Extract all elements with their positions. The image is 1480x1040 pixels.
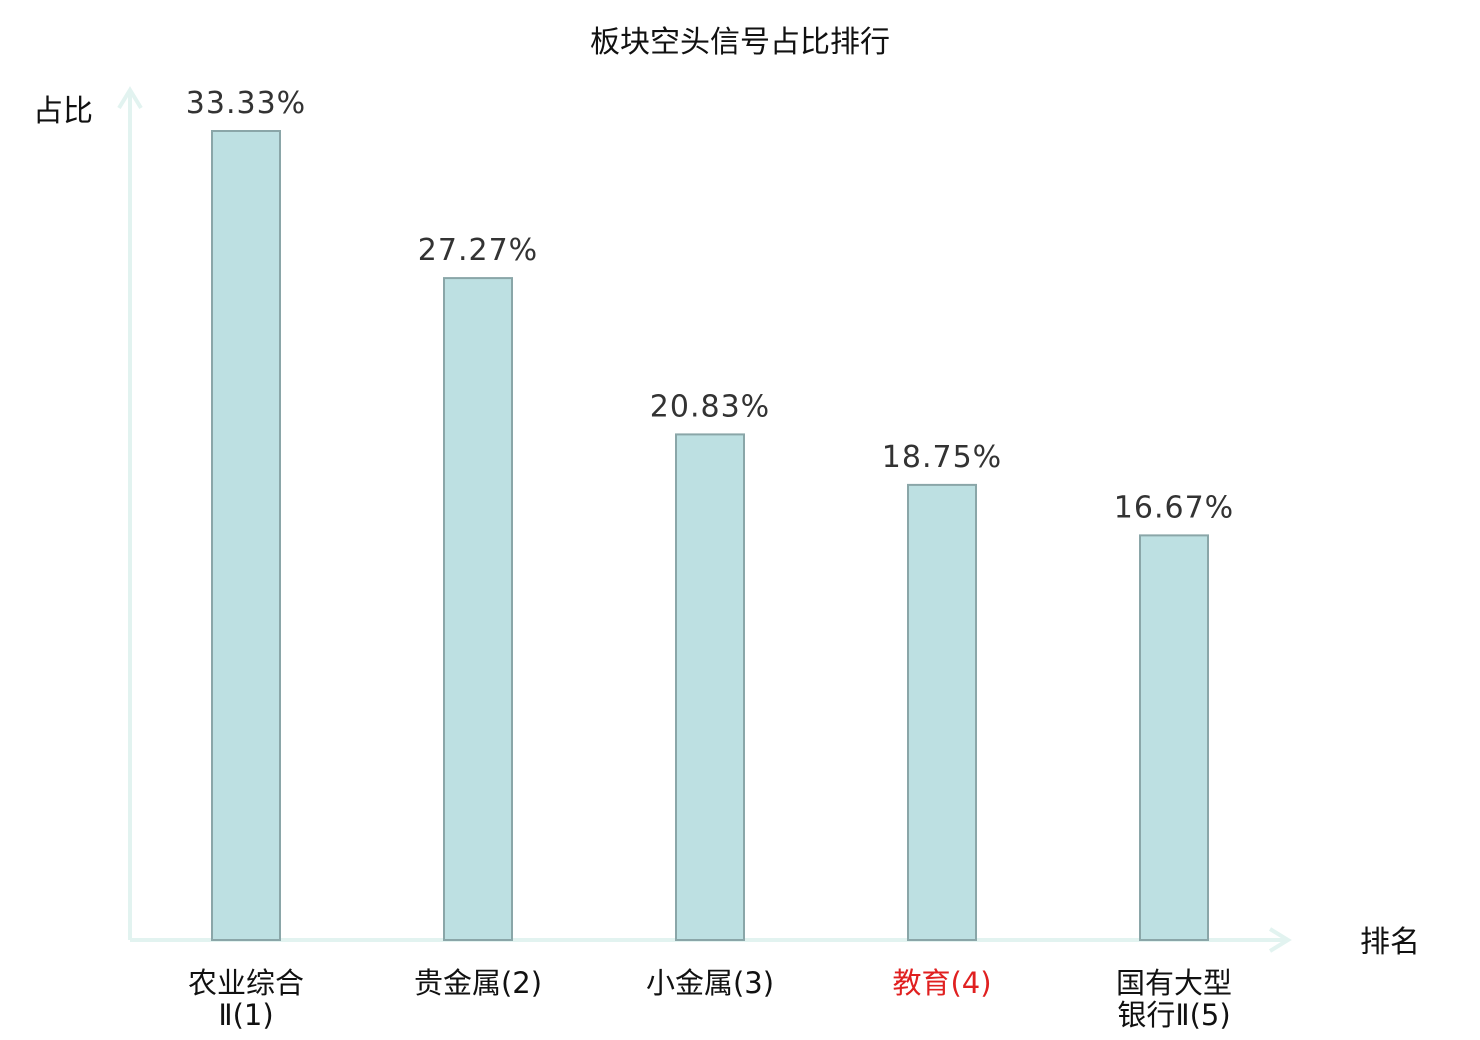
bar-1 xyxy=(211,130,281,941)
category-label-5: 国有大型银行Ⅱ(5) xyxy=(1116,966,1232,1032)
value-label-3: 20.83% xyxy=(650,389,770,424)
bar-4 xyxy=(907,483,977,941)
category-label-1: 农业综合 Ⅱ(1) xyxy=(188,966,304,1032)
category-label-line: 小金属(3) xyxy=(646,966,774,1000)
bar-2 xyxy=(443,277,513,942)
y-axis-label: 占比 xyxy=(33,94,93,129)
chart-title: 板块空头信号占比排行 xyxy=(590,25,890,60)
bar-5 xyxy=(1139,534,1209,942)
value-label-1: 33.33% xyxy=(186,86,306,121)
bar-3 xyxy=(675,433,745,941)
bars-group xyxy=(211,130,1209,942)
value-label-5: 16.67% xyxy=(1114,490,1234,525)
value-label-4: 18.75% xyxy=(882,440,1002,475)
value-label-2: 27.27% xyxy=(418,233,538,268)
value-labels-group: 33.33% 27.27% 20.83% 18.75% 16.67% xyxy=(186,86,1234,525)
category-label-3: 小金属(3) xyxy=(646,966,774,1000)
y-axis xyxy=(117,86,143,940)
x-axis-label: 排名 xyxy=(1360,925,1420,960)
category-labels-group: 农业综合 Ⅱ(1) 贵金属(2) 小金属(3) 教育(4) 国有大型银行Ⅱ(5) xyxy=(188,966,1232,1032)
category-label-line: 贵金属(2) xyxy=(414,966,542,1000)
category-label-line: 农业综合 xyxy=(188,966,304,1000)
category-label-2: 贵金属(2) xyxy=(414,966,542,1000)
category-label-line: 教育(4) xyxy=(892,966,991,1000)
category-label-line: 国有大型 xyxy=(1116,966,1232,1000)
category-label-line: 银行Ⅱ(5) xyxy=(1117,998,1230,1032)
category-label-4: 教育(4) xyxy=(892,966,991,1000)
category-label-line: Ⅱ(1) xyxy=(218,998,273,1032)
